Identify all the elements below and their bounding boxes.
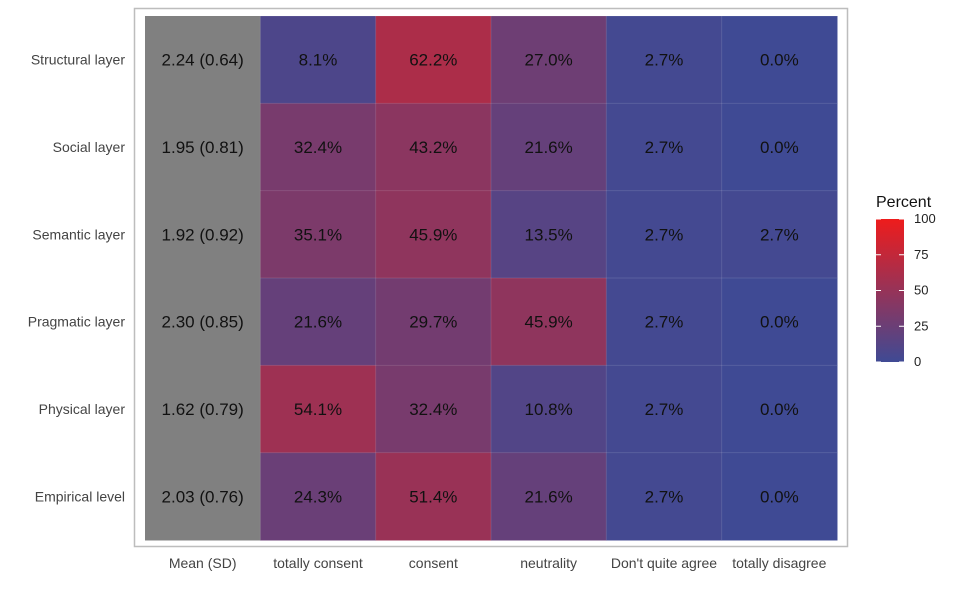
heatmap-cell (260, 16, 377, 104)
cell-value-label: 2.7% (645, 400, 684, 419)
legend-tick-label: 0 (914, 354, 921, 369)
cell-value-label: 2.7% (645, 225, 684, 244)
row-label: Pragmatic layer (28, 314, 126, 330)
heatmap-cell (606, 190, 723, 279)
heatmap-cell-labels: 2.24 (0.64) 8.1% 62.2% 27.0% 2.7% 0.0% 1.95 (0… (162, 51, 799, 507)
heatmap-cell (490, 103, 607, 192)
heatmap-cell (375, 365, 492, 454)
heatmap-cell (721, 365, 838, 454)
cell-value-label: 43.2% (409, 138, 457, 157)
cell-value-label: 51.4% (409, 487, 457, 506)
heatmap-cell (490, 365, 607, 454)
cell-label-mean: 1.95 (0.81) (162, 138, 244, 157)
heatmap-cell (721, 190, 838, 279)
cell-value-label: 24.3% (294, 487, 342, 506)
cell-value-label: 21.6% (525, 487, 573, 506)
legend-tick-label: 50 (914, 283, 928, 298)
column-label: totally disagree (732, 555, 826, 571)
cell-value-label: 10.8% (525, 400, 573, 419)
column-label: Don't quite agree (611, 555, 717, 571)
heatmap-cell (490, 16, 607, 104)
cell-value-label: 0.0% (760, 313, 799, 332)
cell-value-label: 27.0% (525, 51, 573, 70)
cell-value-label: 32.4% (409, 400, 457, 419)
row-label: Social layer (53, 139, 126, 155)
row-label: Physical layer (39, 401, 126, 417)
heatmap-cell (606, 277, 723, 366)
heatmap-cell (606, 365, 723, 454)
heatmap-cell (606, 103, 723, 192)
heatmap-cell (490, 190, 607, 279)
heatmap-cell (721, 277, 838, 366)
y-axis-tick-labels: Structural layer Social layer Semantic lay… (28, 52, 126, 505)
heatmap-cell (606, 452, 723, 541)
heatmap-cell (375, 452, 492, 541)
cell-value-label: 54.1% (294, 400, 342, 419)
heatmap-cell (606, 16, 723, 104)
heatmap-cell (375, 190, 492, 279)
heatmap-cell (260, 190, 377, 279)
heatmap-cell-mean (145, 452, 261, 541)
heatmap-cell-mean (145, 16, 261, 104)
cell-value-label: 29.7% (409, 313, 457, 332)
legend-title: Percent (876, 194, 932, 211)
heatmap-cell (721, 452, 838, 541)
cell-value-label: 0.0% (760, 487, 799, 506)
column-label: totally consent (273, 555, 363, 571)
heatmap-cell-mean (145, 277, 261, 366)
heatmap-cell (260, 103, 377, 192)
color-legend: Percent 0 25 50 75 100 (876, 194, 936, 369)
cell-label-mean: 2.24 (0.64) (162, 51, 244, 70)
cell-label-mean: 1.92 (0.92) (162, 225, 244, 244)
cell-label-mean: 2.30 (0.85) (162, 313, 244, 332)
heatmap-cell-mean (145, 103, 261, 192)
legend-tick-label: 75 (914, 247, 928, 262)
cell-value-label: 8.1% (299, 51, 338, 70)
cell-label-mean: 2.03 (0.76) (162, 487, 244, 506)
heatmap-cell (375, 103, 492, 192)
plot-panel-border (133, 7, 849, 548)
cell-value-label: 13.5% (525, 225, 573, 244)
heatmap-cell (260, 277, 377, 366)
cell-value-label: 21.6% (294, 313, 342, 332)
heatmap-cell (260, 365, 377, 454)
row-label: Empirical level (35, 488, 125, 504)
cell-value-label: 0.0% (760, 138, 799, 157)
legend-ticks: 0 25 50 75 100 (876, 211, 936, 369)
heatmap-cell (490, 277, 607, 366)
column-label: neutrality (520, 555, 577, 571)
row-label: Semantic layer (32, 226, 125, 242)
cell-value-label: 32.4% (294, 138, 342, 157)
column-label: Mean (SD) (169, 555, 237, 571)
legend-tick-label: 25 (914, 318, 928, 333)
heatmap-cell (721, 16, 838, 104)
column-label: consent (409, 555, 458, 571)
cell-value-label: 62.2% (409, 51, 457, 70)
cell-value-label: 2.7% (645, 313, 684, 332)
heatmap-cell-mean (145, 190, 261, 279)
heatmap-cell (260, 452, 377, 541)
cell-value-label: 2.7% (645, 138, 684, 157)
cell-value-label: 45.9% (525, 313, 573, 332)
cell-value-label: 21.6% (525, 138, 573, 157)
row-label: Structural layer (31, 52, 125, 68)
heatmap-cell (490, 452, 607, 541)
cell-value-label: 45.9% (409, 225, 457, 244)
cell-value-label: 0.0% (760, 400, 799, 419)
legend-tick-label: 100 (914, 211, 936, 226)
cell-value-label: 0.0% (760, 51, 799, 70)
heatmap-cells (145, 15, 838, 541)
heatmap-cell (375, 16, 492, 104)
heatmap-cell-mean (145, 365, 261, 454)
cell-value-label: 2.7% (645, 487, 684, 506)
heatmap-cell (375, 277, 492, 366)
cell-label-mean: 1.62 (0.79) (162, 400, 244, 419)
x-axis-tick-labels: Mean (SD) totally consent consent neutralit… (169, 555, 827, 571)
cell-value-label: 2.7% (760, 225, 799, 244)
heatmap-cell (721, 103, 838, 192)
cell-value-label: 2.7% (645, 51, 684, 70)
cell-value-label: 35.1% (294, 225, 342, 244)
